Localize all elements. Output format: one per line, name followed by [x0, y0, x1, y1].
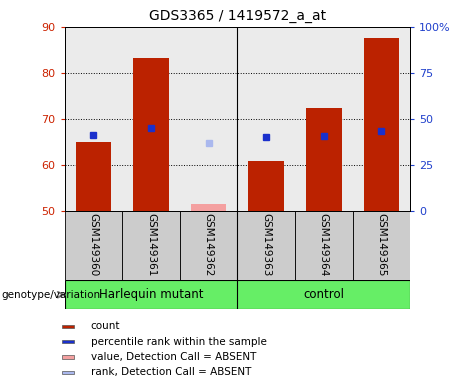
- Text: genotype/variation: genotype/variation: [1, 290, 100, 300]
- Text: count: count: [91, 321, 120, 331]
- Text: GSM149360: GSM149360: [89, 213, 98, 276]
- Text: value, Detection Call = ABSENT: value, Detection Call = ABSENT: [91, 352, 256, 362]
- Bar: [306, 108, 342, 211]
- Title: GDS3365 / 1419572_a_at: GDS3365 / 1419572_a_at: [149, 9, 326, 23]
- Bar: [62, 356, 74, 359]
- Bar: [295, 211, 353, 280]
- Text: percentile rank within the sample: percentile rank within the sample: [91, 337, 267, 347]
- Bar: [191, 204, 226, 211]
- Bar: [237, 211, 295, 280]
- Bar: [62, 371, 74, 374]
- Text: GSM149362: GSM149362: [204, 213, 213, 276]
- Text: GSM149364: GSM149364: [319, 213, 329, 276]
- Bar: [353, 211, 410, 280]
- Text: GSM149361: GSM149361: [146, 213, 156, 276]
- Bar: [76, 142, 111, 211]
- Text: Harlequin mutant: Harlequin mutant: [99, 288, 203, 301]
- Bar: [248, 161, 284, 211]
- Text: GSM149365: GSM149365: [377, 213, 386, 276]
- Bar: [133, 58, 169, 211]
- Bar: [62, 340, 74, 343]
- Bar: [62, 325, 74, 328]
- Bar: [65, 211, 122, 280]
- Bar: [122, 211, 180, 280]
- Text: GSM149363: GSM149363: [261, 213, 271, 276]
- Bar: [180, 211, 237, 280]
- Text: control: control: [303, 288, 344, 301]
- Bar: [364, 38, 399, 211]
- Text: rank, Detection Call = ABSENT: rank, Detection Call = ABSENT: [91, 367, 251, 377]
